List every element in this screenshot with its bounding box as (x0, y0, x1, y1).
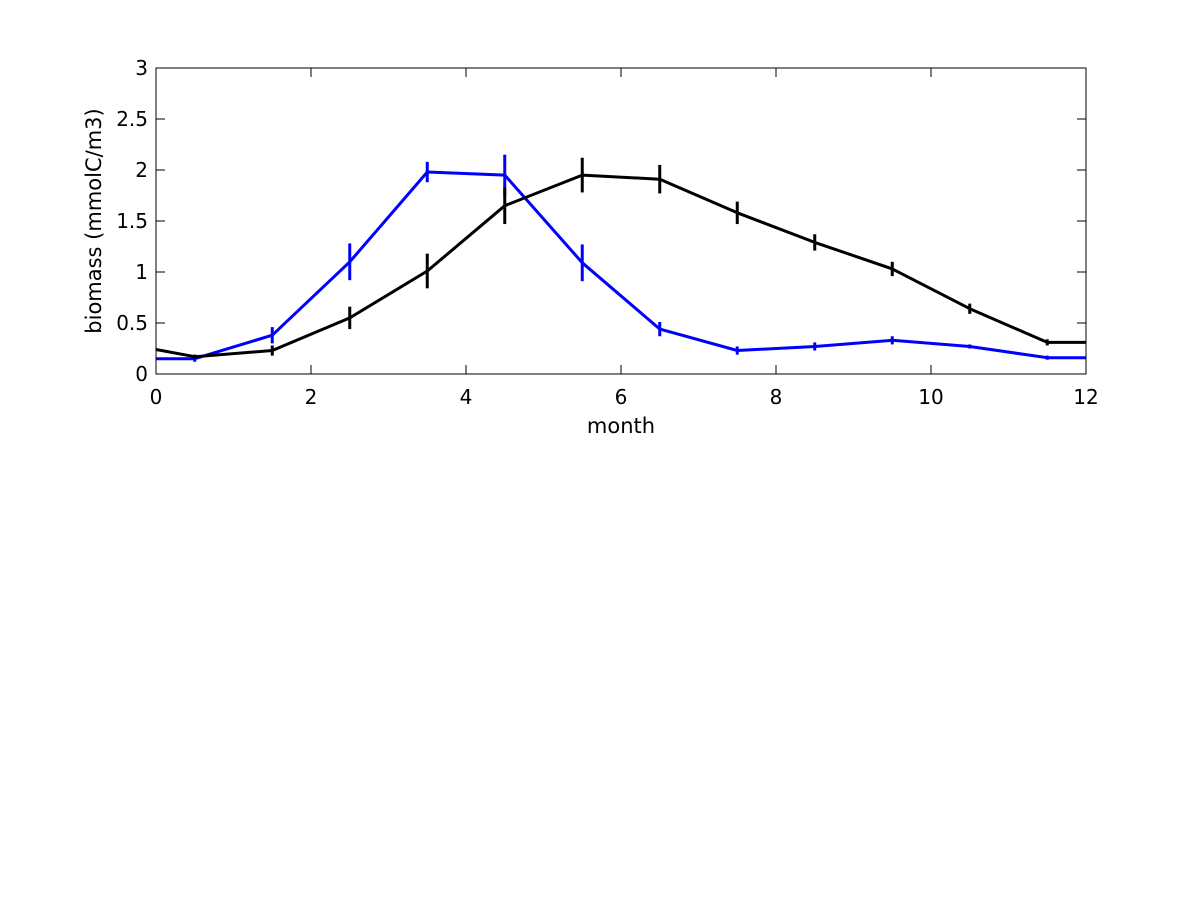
y-tick-label: 3 (135, 56, 148, 80)
y-tick-label: 1.5 (116, 209, 148, 233)
y-tick-label: 2 (135, 158, 148, 182)
series-1 (156, 154, 1086, 362)
y-tick-label: 1 (135, 260, 148, 284)
x-tick-label: 0 (150, 385, 163, 409)
x-tick-label: 2 (305, 385, 318, 409)
y-axis-label: biomass (mmolC/m3) (82, 108, 106, 333)
y-tick-label: 0 (135, 362, 148, 386)
axes-box (155, 67, 1087, 375)
series-layer (155, 154, 1086, 362)
x-tick-label: 12 (1073, 385, 1098, 409)
y-tick-label: 0.5 (116, 311, 148, 335)
x-tick-label: 8 (770, 385, 783, 409)
x-tick-label: 4 (460, 385, 473, 409)
series-line (155, 173, 1086, 359)
plot-area (156, 68, 1086, 374)
x-tick-label: 6 (615, 385, 628, 409)
x-tick-label: 10 (918, 385, 943, 409)
series-2 (155, 157, 1086, 359)
y-tick-label: 2.5 (116, 107, 148, 131)
ticks-layer: 0 2 4 6 8 10 12 0 0.5 1 1.5 2 2.5 3 (116, 56, 1099, 409)
x-axis-label: month (587, 414, 655, 438)
series-line (156, 170, 1086, 361)
